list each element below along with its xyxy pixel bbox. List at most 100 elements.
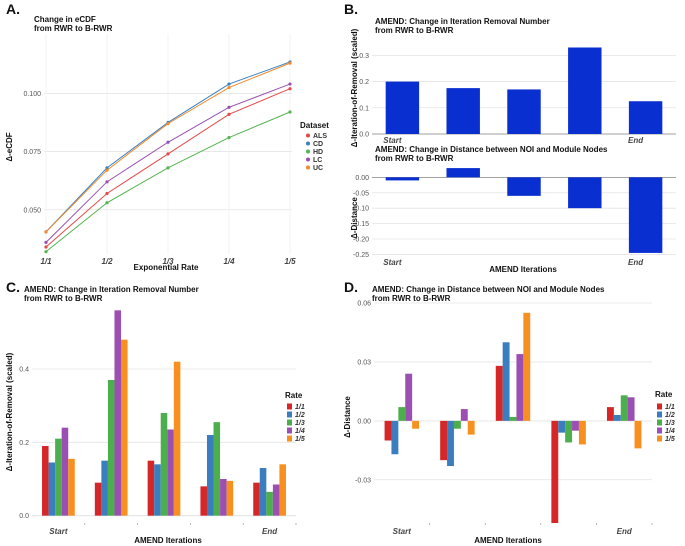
panel-d-legend-title: Rate [655, 390, 673, 399]
panel-b-bottom-title-line1: AMEND: Change in Distance between NOI an… [375, 145, 608, 154]
panel-a-point-hd [288, 110, 292, 114]
panel-d-bar-rate-2 [613, 414, 621, 421]
panel-d-bar-rate-5 [578, 420, 586, 445]
panel-a-legend-swatch-cd [306, 141, 310, 146]
panel-c-legend-swatch-1 [287, 403, 292, 410]
panel-a-x-tick-label: 1/2 [101, 257, 113, 266]
panel-a-point-lc [105, 180, 109, 184]
panel-a-x-tick-label: 1/1 [40, 257, 52, 266]
panel-c-bar-rate-3 [266, 491, 273, 516]
panel-d-legend-swatch-1 [657, 403, 662, 410]
panel-a-point-als [227, 112, 231, 116]
panel-d-label: D. [344, 279, 358, 295]
panel-d-y-tick-label: 0.03 [357, 359, 371, 366]
panel-c-bar-rate-4 [220, 479, 227, 516]
panel-a-legend-label-lc: LC [313, 157, 322, 164]
panel-a-point-hd [166, 166, 170, 170]
panel-a-legend-label-als: ALS [313, 133, 327, 140]
panel-c-bar-rate-5 [279, 464, 286, 516]
panel-b-bottom-title-line2: from RWR to B-RWR [375, 154, 454, 163]
panel-a-y-tick-label: 0.050 [23, 207, 41, 214]
panel-d-legend: 1/11/21/31/41/5 [657, 403, 675, 443]
panel-a-title-line2: from RWR to B-RWR [34, 24, 113, 33]
panel-a-plot: 0.050 0.075 0.100 1/1 1/2 1/3 1/4 1/5 [23, 34, 296, 266]
panel-a-point-als [166, 152, 170, 156]
panel-c-title-line1: AMEND: Change in Iteration Removal Numbe… [24, 285, 199, 294]
panel-a-point-uc [44, 230, 48, 234]
panel-c-legend-label-2: 1/2 [295, 412, 305, 419]
panel-b-top-title-line2: from RWR to B-RWR [375, 26, 454, 35]
panel-a-point-als [288, 87, 292, 91]
panel-c-bar-rate-5 [173, 361, 181, 516]
panel-d-bar-rate-5 [634, 420, 642, 449]
panel-d-legend-label-2: 1/2 [665, 412, 675, 419]
panel-c-title-line2: from RWR to B-RWR [24, 294, 103, 303]
panel-d-bar-rate-3 [453, 420, 461, 429]
panel-a-point-lc [227, 105, 231, 109]
panel-c-bar-rate-1 [94, 482, 102, 516]
panel-b-bottom-x-tick-label: Start [383, 258, 402, 267]
panel-b-top-y-tick-label: 0.1 [359, 105, 369, 112]
panel-d-legend-label-4: 1/4 [665, 428, 675, 435]
panel-a-legend-swatch-als [306, 133, 310, 138]
panel-a: A. Change in eCDF from RWR to B-RWR Δ-eC… [5, 1, 329, 272]
panel-c-bar-rate-5 [121, 339, 128, 516]
panel-c-bar-rate-1 [147, 460, 155, 516]
panel-b-top-title-line1: AMEND: Change in Iteration Removal Numbe… [375, 17, 550, 26]
panel-a-x-tick-label: 1/3 [162, 257, 174, 266]
panel-b: B. AMEND: Change in Iteration Removal Nu… [344, 1, 676, 274]
panel-c-bar-rate-3 [160, 413, 168, 516]
panel-b-x-axis-label: AMEND Iterations [489, 265, 557, 274]
panel-c-y-tick-label: 0.0 [19, 513, 29, 520]
panel-c-bar-rate-4 [272, 484, 280, 516]
panel-b-top-bar [507, 89, 541, 134]
panel-a-y-axis-label: Δ-eCDF [5, 132, 14, 161]
panel-c-x-axis-label: AMEND Iterations [134, 536, 202, 545]
panel-d-bar-rate-3 [398, 407, 406, 421]
panel-a-legend-label-uc: UC [313, 165, 323, 172]
panel-a-y-tick-label: 0.075 [23, 149, 41, 156]
panel-c-bar-rate-1 [253, 482, 260, 516]
panel-d-bar-rate-3 [509, 416, 517, 421]
panel-a-point-als [44, 245, 48, 249]
panel-c-bar-rate-3 [55, 438, 62, 516]
panel-b-top-bar [446, 88, 480, 134]
panel-b-top-y-tick-label: 0.2 [359, 79, 369, 86]
panel-c-plot: 0.0 0.2 0.4 Start End [19, 310, 297, 536]
panel-b-bottom-bar [568, 177, 602, 209]
panel-b-bottom-bar [628, 177, 663, 253]
panel-d-y-tick-label: 0.00 [357, 418, 371, 425]
panel-a-legend-swatch-uc [306, 165, 310, 170]
panel-d-bar-rate-1 [551, 420, 559, 523]
panel-d: D. AMEND: Change in Distance between NOI… [343, 279, 675, 545]
panel-c-bar-rate-1 [200, 486, 207, 516]
panel-a-point-lc [288, 82, 292, 86]
panel-d-legend-label-5: 1/5 [665, 436, 675, 443]
panel-a-legend-title: Dataset [300, 121, 329, 130]
panel-a-point-cd [227, 82, 231, 86]
panel-a-y-tick-label: 0.100 [23, 91, 41, 98]
panel-c-bar-rate-3 [107, 380, 115, 516]
panel-b-top-plot: 0.0 0.1 0.2 0.3 Start End [359, 47, 676, 145]
panel-d-legend-swatch-2 [657, 411, 662, 418]
panel-d-bar-rate-1 [440, 420, 448, 461]
panel-c-y-axis-label: Δ-Iteration-of-Removal (scaled) [5, 352, 14, 471]
panel-b-top-y-tick-label: 0.3 [359, 53, 369, 60]
panel-c-bar-rate-2 [48, 462, 56, 516]
panel-a-point-uc [227, 85, 231, 90]
panel-c-legend-swatch-3 [287, 419, 292, 426]
panel-a-point-als [105, 191, 109, 196]
panel-d-bar-rate-4 [516, 354, 524, 421]
panel-a-point-uc [166, 122, 170, 126]
panel-d-bar-rate-2 [502, 342, 510, 421]
panel-b-bottom-bar [446, 168, 480, 178]
panel-d-legend-label-3: 1/3 [665, 420, 675, 427]
panel-d-bar-rate-4 [572, 420, 579, 431]
panel-b-top-y-axis-label: Δ-Iteration-of-Removal (scaled) [350, 28, 359, 147]
panel-a-label: A. [6, 1, 20, 17]
panel-c-legend: 1/11/21/31/41/5 [287, 403, 305, 443]
panel-b-bottom-y-tick-label: -0.20 [353, 237, 369, 244]
panel-a-legend-swatch-hd [306, 149, 310, 154]
panel-d-y-tick-label: -0.03 [355, 477, 371, 484]
